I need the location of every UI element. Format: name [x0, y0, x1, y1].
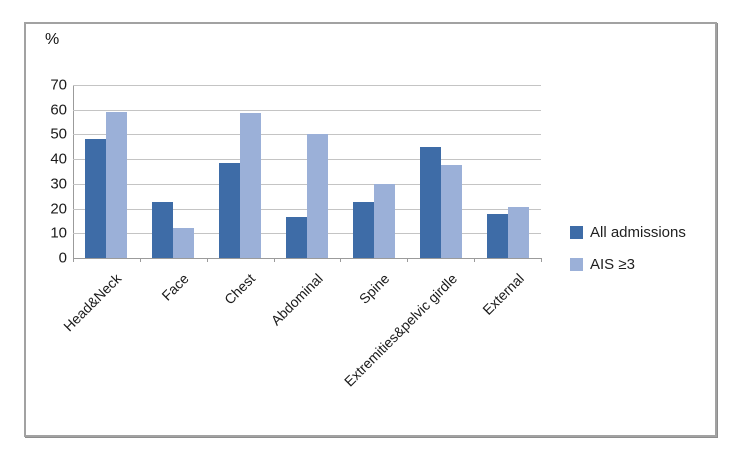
x-category-label: External — [478, 270, 527, 318]
bar-series2 — [240, 113, 261, 258]
bar-series2 — [106, 112, 127, 258]
gridline — [73, 110, 541, 111]
y-tick-label: 70 — [50, 76, 67, 94]
y-tick-label: 60 — [50, 101, 67, 119]
y-tick-label: 20 — [50, 200, 67, 218]
x-axis-tick — [407, 258, 408, 262]
bar-series1 — [152, 202, 173, 258]
x-axis-tick — [474, 258, 475, 262]
y-axis-line — [73, 85, 74, 258]
x-category-label: Extremities&pelvic girdle — [340, 270, 460, 390]
x-category-label: Head&Neck — [60, 270, 125, 335]
y-tick-label: 10 — [50, 224, 67, 242]
bar-series2 — [173, 228, 194, 258]
bar-series1 — [286, 217, 307, 258]
x-category-label: Chest — [221, 270, 259, 308]
x-axis-tick — [274, 258, 275, 262]
y-tick-label: 0 — [58, 249, 67, 267]
bar-series1 — [85, 139, 106, 258]
x-axis-tick — [340, 258, 341, 262]
bar-series2 — [508, 207, 529, 258]
bar-series1 — [487, 214, 508, 258]
y-tick-label: 40 — [50, 150, 67, 168]
legend-item: All admissions — [570, 224, 686, 241]
legend-item: AIS ≥3 — [570, 256, 686, 273]
x-category-label: Abdominal — [267, 270, 326, 329]
legend-label: All admissions — [590, 224, 686, 241]
gridline — [73, 85, 541, 86]
bar-series2 — [441, 165, 462, 258]
chart-frame: % 0 10 20 30 40 50 60 70 Head&Neck Face Chest Abdo… — [24, 22, 717, 437]
x-axis-tick — [541, 258, 542, 262]
y-axis-unit-label: % — [45, 31, 60, 48]
y-tick-label: 50 — [50, 125, 67, 143]
x-category-label: Spine — [355, 270, 393, 307]
y-tick-label: 30 — [50, 175, 67, 193]
x-axis-line — [73, 258, 541, 259]
x-axis-tick — [207, 258, 208, 262]
bar-series2 — [307, 134, 328, 258]
chart-legend: All admissions AIS ≥3 — [570, 224, 686, 288]
y-axis-tick-labels: 0 10 20 30 40 50 60 70 — [26, 78, 67, 266]
x-axis-tick — [73, 258, 74, 262]
bar-series1 — [353, 202, 374, 258]
x-category-label: Face — [158, 270, 192, 304]
bar-series1 — [219, 163, 240, 258]
legend-label: AIS ≥3 — [590, 256, 635, 273]
bar-series2 — [374, 184, 395, 258]
bar-series1 — [420, 147, 441, 258]
legend-swatch-icon — [570, 226, 583, 239]
x-axis-tick — [140, 258, 141, 262]
legend-swatch-icon — [570, 258, 583, 271]
plot-area: Head&Neck Face Chest Abdominal Spine Extremit… — [60, 85, 542, 389]
